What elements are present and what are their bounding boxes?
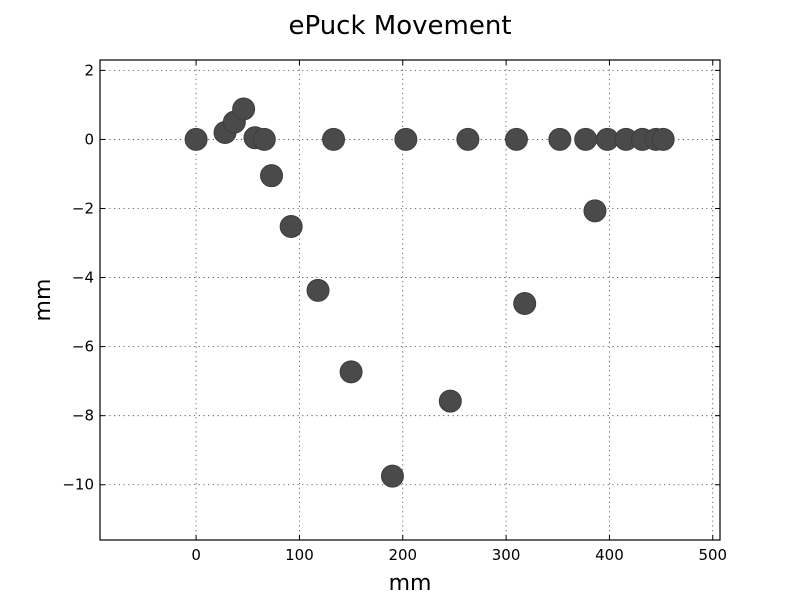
y-tick-label: 0 xyxy=(84,130,94,148)
data-point xyxy=(504,127,528,151)
x-axis-label: mm xyxy=(389,571,432,596)
data-point xyxy=(394,127,418,151)
chart-title: ePuck Movement xyxy=(288,11,511,41)
y-tick-label: −2 xyxy=(72,199,94,217)
x-tick-label: 100 xyxy=(285,546,314,564)
x-tick-label: 500 xyxy=(698,546,727,564)
data-point xyxy=(279,214,303,238)
plot-frame xyxy=(99,59,721,541)
data-point xyxy=(548,127,572,151)
y-tick-label: −6 xyxy=(72,338,94,356)
data-point xyxy=(184,127,208,151)
x-tick-label: 0 xyxy=(191,546,201,564)
x-tick-label: 300 xyxy=(492,546,521,564)
x-tick-label: 400 xyxy=(595,546,624,564)
y-tick-labels: 2 0 −2 −4 −6 −8 −10 xyxy=(62,61,94,493)
data-point xyxy=(252,127,276,151)
data-point xyxy=(456,127,480,151)
y-tick-label: −10 xyxy=(62,476,94,494)
data-point xyxy=(322,127,346,151)
data-points xyxy=(184,97,675,488)
data-point xyxy=(583,199,607,223)
data-point xyxy=(513,291,537,315)
y-tick-label: −4 xyxy=(72,269,94,287)
data-point xyxy=(380,464,404,488)
data-point xyxy=(651,127,675,151)
y-tick-label: 2 xyxy=(84,61,94,79)
data-point xyxy=(339,360,363,384)
data-point xyxy=(306,278,330,302)
x-tick-label: 200 xyxy=(388,546,417,564)
data-point xyxy=(574,127,598,151)
y-tick-label: −8 xyxy=(72,407,94,425)
data-point xyxy=(438,389,462,413)
data-point xyxy=(260,164,284,188)
axis-ticks xyxy=(100,60,720,540)
y-axis-label: mm xyxy=(31,279,56,322)
x-tick-labels: 0 100 200 300 400 500 xyxy=(191,546,727,564)
data-point xyxy=(232,97,256,121)
